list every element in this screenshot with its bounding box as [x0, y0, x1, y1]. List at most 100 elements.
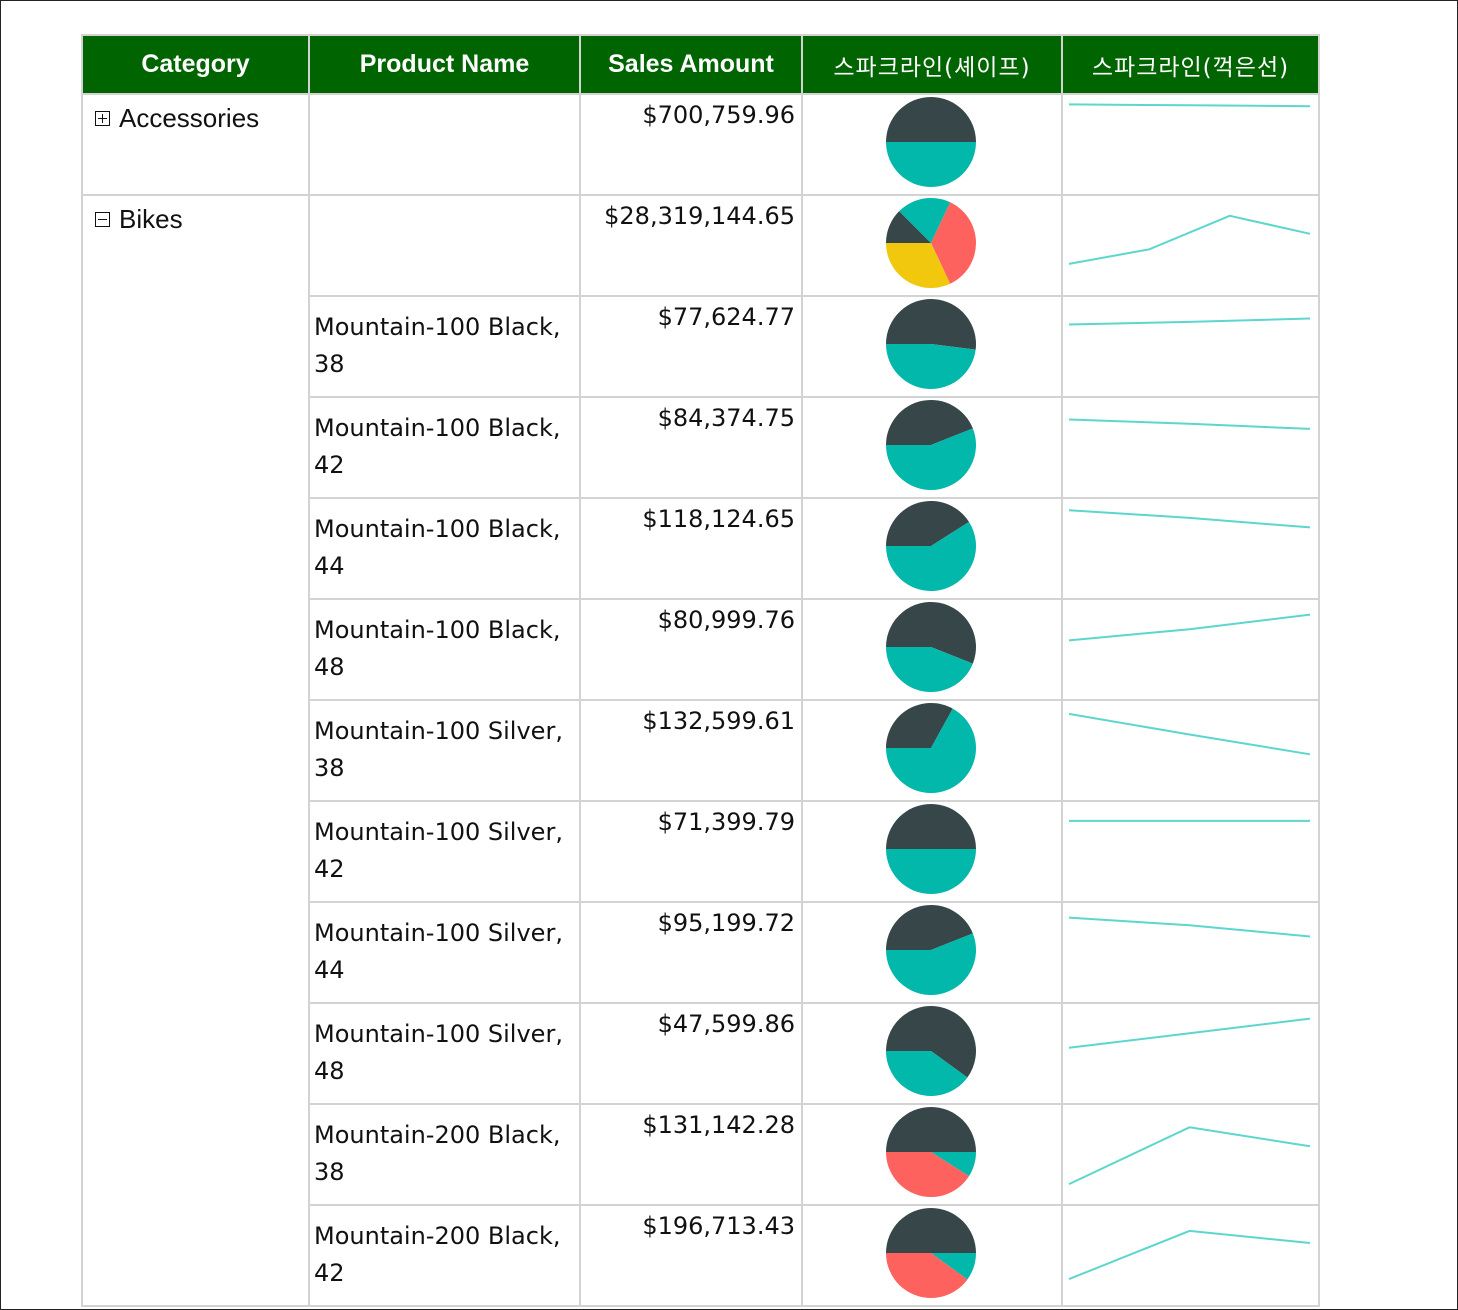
sales-amount-cell: $95,199.72 [579, 901, 803, 1004]
pie-slice [886, 905, 973, 950]
table-row: Bikes $28,319,144.65 [81, 194, 1320, 1307]
line-sparkline [1068, 418, 1311, 430]
line-sparkline [1068, 613, 1311, 642]
line-sparkline [1068, 509, 1311, 529]
product-name: Mountain-100 Black, 38 [314, 313, 561, 378]
table-row: Mountain-100 Black, 44 $118,124.65 [82, 497, 1320, 600]
sales-amount-cell: $28,319,144.65 [579, 194, 803, 297]
expand-toggle-icon[interactable] [95, 111, 110, 126]
pie-slice [886, 428, 976, 490]
sales-amount: $118,124.65 [642, 505, 795, 533]
product-name: Mountain-100 Silver, 42 [314, 818, 563, 883]
pie-slice [886, 849, 976, 894]
sales-amount: $28,319,144.65 [604, 202, 795, 230]
pie-slice [899, 198, 951, 243]
product-name-cell: Mountain-200 Black, 38 [308, 1103, 581, 1206]
line-sparkline-cell [1061, 1204, 1320, 1307]
pie-sparkline-cell [801, 93, 1063, 196]
sales-amount-cell: $700,759.96 [579, 93, 803, 196]
pie-sparkline [886, 400, 976, 490]
line-sparkline-cell [1061, 497, 1320, 600]
pie-slice [886, 708, 976, 793]
sales-amount-cell: $132,599.61 [579, 699, 803, 802]
pie-sparkline-cell [801, 901, 1063, 1004]
sparkline-series [1068, 103, 1311, 108]
pie-slice [886, 400, 973, 445]
product-name: Mountain-100 Black, 42 [314, 414, 561, 479]
pie-slice [886, 804, 976, 849]
table-row: Mountain-100 Black, 42 $84,374.75 [82, 396, 1320, 499]
sales-amount-cell: $131,142.28 [579, 1103, 803, 1206]
line-sparkline [1068, 103, 1311, 108]
pie-sparkline-cell [801, 1204, 1063, 1307]
sparkline-series [1068, 712, 1311, 756]
line-sparkline [1068, 214, 1311, 265]
header-category: Category [81, 34, 310, 95]
sales-amount: $132,599.61 [642, 707, 795, 735]
sparkline-series [1068, 1017, 1311, 1049]
line-sparkline [1068, 712, 1311, 756]
pie-slice [931, 1152, 976, 1177]
product-name-cell: Mountain-100 Black, 42 [308, 396, 581, 499]
pie-sparkline-cell [801, 598, 1063, 701]
table-row: Mountain-100 Black, 48 $80,999.76 [82, 598, 1320, 701]
product-name-cell: Mountain-100 Black, 38 [308, 295, 581, 398]
sales-amount: $196,713.43 [642, 1212, 795, 1240]
report-body: Accessories $700,759.96 Bikes $28,319,144.6… [81, 93, 1320, 1307]
line-sparkline [1068, 1017, 1311, 1049]
line-sparkline [1068, 1229, 1311, 1281]
pie-slice [886, 344, 976, 389]
line-sparkline-cell [1061, 396, 1320, 499]
pie-slice [931, 202, 976, 284]
pie-slice [886, 1051, 968, 1096]
table-row: Mountain-200 Black, 42 $196,713.43 [82, 1204, 1320, 1307]
table-row: Mountain-100 Silver, 44 $95,199.72 [82, 901, 1320, 1004]
product-name: Mountain-100 Silver, 44 [314, 919, 563, 984]
pie-slice [886, 647, 973, 692]
sales-amount: $84,374.75 [657, 404, 795, 432]
line-sparkline [1068, 916, 1311, 938]
pie-slice [886, 501, 969, 546]
product-name: Mountain-100 Black, 48 [314, 616, 561, 681]
pie-slice [886, 521, 976, 591]
sales-amount: $95,199.72 [657, 909, 795, 937]
product-name-cell: Mountain-100 Silver, 42 [308, 800, 581, 903]
pie-slice [886, 211, 931, 243]
table-row: Mountain-100 Silver, 48 $47,599.86 [82, 1002, 1320, 1105]
pie-sparkline [886, 97, 976, 187]
product-name: Mountain-100 Silver, 38 [314, 717, 563, 782]
product-name-cell: Mountain-100 Silver, 48 [308, 1002, 581, 1105]
product-name-cell: Mountain-100 Silver, 44 [308, 901, 581, 1004]
product-name-cell: Mountain-100 Black, 44 [308, 497, 581, 600]
sales-report-table: Category Product Name Sales Amount 스파크라인… [81, 34, 1320, 1307]
sales-amount-cell: $47,599.86 [579, 1002, 803, 1105]
pie-sparkline [886, 1006, 976, 1096]
product-name-cell: Mountain-100 Silver, 38 [308, 699, 581, 802]
pie-sparkline [886, 298, 976, 389]
line-sparkline [1068, 317, 1311, 326]
line-sparkline-cell [1061, 1103, 1320, 1206]
line-sparkline-cell [1061, 699, 1320, 802]
category-label: Bikes [119, 204, 183, 234]
line-sparkline [1068, 1126, 1311, 1186]
header-row: Category Product Name Sales Amount 스파크라인… [81, 34, 1320, 95]
pie-sparkline [886, 905, 976, 995]
header-sparkline-shape: 스파크라인(셰이프) [801, 34, 1063, 95]
pie-sparkline-cell [801, 1103, 1063, 1206]
sales-amount: $131,142.28 [642, 1111, 795, 1139]
pie-sparkline-cell [801, 1002, 1063, 1105]
sparkline-series [1068, 916, 1311, 938]
collapse-toggle-icon[interactable] [95, 212, 110, 227]
pie-sparkline [886, 501, 976, 591]
product-name [310, 95, 579, 107]
sales-amount-cell: $118,124.65 [579, 497, 803, 600]
line-sparkline-cell [1061, 194, 1320, 297]
line-sparkline-cell [1061, 93, 1320, 196]
sparkline-series [1068, 1126, 1311, 1186]
pie-sparkline-cell [801, 497, 1063, 600]
pie-slice [886, 1107, 976, 1152]
product-name-cell [308, 93, 581, 196]
product-name [310, 196, 579, 208]
pie-sparkline [886, 804, 976, 894]
